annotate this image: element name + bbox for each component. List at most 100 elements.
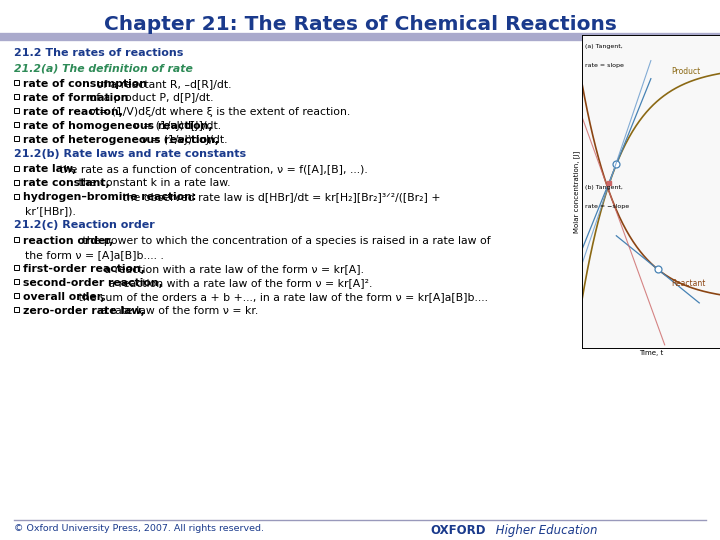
Bar [309,33,310,40]
Text: the observed rate law is d[HBr]/dt = kr[H₂][Br₂]³ᐟ²/([Br₂] +: the observed rate law is d[HBr]/dt = kr[… [120,192,441,202]
Bar [440,33,441,40]
Bar [353,33,354,40]
Bar [319,33,320,40]
Bar [122,33,123,40]
Bar [163,33,164,40]
Bar [692,33,693,40]
Bar [66,33,67,40]
Text: 21.2(b) Rate laws and rate constants: 21.2(b) Rate laws and rate constants [14,149,246,159]
Text: of a product P, d[P]/dt.: of a product P, d[P]/dt. [86,93,214,103]
Bar [340,33,341,40]
Bar [364,33,365,40]
Text: zero-order rate law,: zero-order rate law, [23,306,145,316]
Bar [614,33,615,40]
Bar [226,33,227,40]
Bar [328,33,329,40]
Bar [584,33,585,40]
Bar [92,33,93,40]
Bar [503,33,504,40]
Bar [14,179,19,185]
Bar [344,33,345,40]
Bar [295,33,296,40]
Text: 21.2(c) Reaction order: 21.2(c) Reaction order [14,220,155,231]
Bar [54,33,55,40]
Text: rate = −slope: rate = −slope [585,204,629,209]
Bar [34,33,35,40]
Bar [113,33,114,40]
Bar [541,33,542,40]
Bar [431,33,432,40]
Bar [105,33,106,40]
Bar [249,33,250,40]
Bar [576,33,577,40]
Bar [390,33,391,40]
Bar [112,33,113,40]
Bar [470,33,471,40]
Bar [534,33,535,40]
Bar [189,33,190,40]
Bar [389,33,390,40]
Bar [459,33,460,40]
Bar [86,33,87,40]
Text: (b) Tangent,: (b) Tangent, [585,185,622,191]
Bar [144,33,145,40]
Bar [234,33,235,40]
Bar [284,33,285,40]
Bar [146,33,147,40]
Bar [474,33,475,40]
Bar [31,33,32,40]
Bar [208,33,209,40]
Bar [363,33,364,40]
Bar [612,33,613,40]
Bar [542,33,543,40]
Bar [296,33,297,40]
Bar [330,33,331,40]
Bar [324,33,325,40]
Bar [49,33,50,40]
Text: ν = (1/V)dξ/dt where ξ is the extent of reaction.: ν = (1/V)dξ/dt where ξ is the extent of … [86,107,350,117]
Bar [680,33,681,40]
Bar [706,33,707,40]
Bar [537,33,538,40]
Bar [0,33,1,40]
Bar [322,33,323,40]
Bar [366,33,367,40]
Bar [453,33,454,40]
Bar [274,33,275,40]
Bar [127,33,128,40]
Bar [103,33,104,40]
Bar [91,33,92,40]
Bar [22,33,23,40]
Bar [525,33,526,40]
Bar [468,33,469,40]
Bar [687,33,688,40]
Bar [637,33,638,40]
Bar [693,33,694,40]
Bar [149,33,150,40]
Bar [559,33,560,40]
Bar [297,33,298,40]
Bar [488,33,489,40]
Bar [77,33,78,40]
Bar [455,33,456,40]
Bar [2,33,3,40]
Bar [6,33,7,40]
Bar [521,33,522,40]
Bar [29,33,30,40]
Bar [630,33,631,40]
Bar [478,33,479,40]
Bar [640,33,641,40]
Bar [214,33,215,40]
Bar [507,33,508,40]
Bar [300,33,301,40]
Bar [567,33,568,40]
Bar [552,33,553,40]
Bar [544,33,545,40]
Text: ν = (1/νJ)d[J]/dt.: ν = (1/νJ)d[J]/dt. [130,121,222,131]
Bar [588,33,589,40]
Bar [165,33,166,40]
Bar [14,108,19,113]
Bar [695,33,696,40]
Bar [301,33,302,40]
Bar [575,33,576,40]
